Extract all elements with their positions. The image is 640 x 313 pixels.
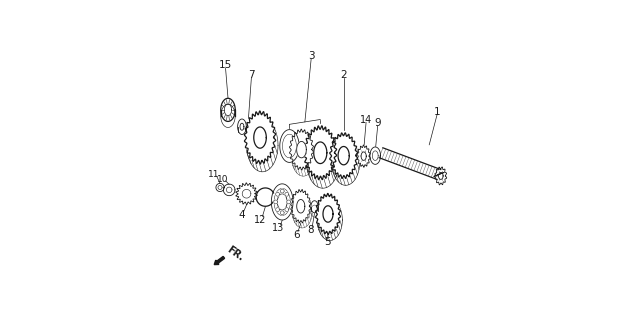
Polygon shape xyxy=(357,145,371,167)
Polygon shape xyxy=(438,172,443,179)
Text: 11: 11 xyxy=(208,170,220,179)
Circle shape xyxy=(276,208,280,212)
Text: 3: 3 xyxy=(308,51,314,61)
Polygon shape xyxy=(271,184,293,220)
Polygon shape xyxy=(216,183,224,192)
Polygon shape xyxy=(297,141,307,158)
Polygon shape xyxy=(244,111,276,164)
Polygon shape xyxy=(330,133,358,178)
Polygon shape xyxy=(236,183,257,205)
Polygon shape xyxy=(289,129,314,170)
Text: 13: 13 xyxy=(272,223,284,233)
Circle shape xyxy=(276,192,280,196)
Polygon shape xyxy=(435,167,447,185)
Polygon shape xyxy=(316,193,340,234)
Polygon shape xyxy=(237,119,246,135)
Text: 8: 8 xyxy=(307,225,314,235)
Polygon shape xyxy=(304,126,337,180)
Polygon shape xyxy=(297,199,305,213)
Text: 4: 4 xyxy=(239,210,245,220)
Text: 9: 9 xyxy=(374,118,381,128)
Polygon shape xyxy=(254,127,266,148)
Text: 14: 14 xyxy=(360,115,372,125)
Polygon shape xyxy=(223,184,235,196)
Circle shape xyxy=(285,192,289,196)
Circle shape xyxy=(285,208,289,212)
Text: 10: 10 xyxy=(217,175,228,184)
Polygon shape xyxy=(323,206,333,222)
Polygon shape xyxy=(379,148,441,179)
Text: 6: 6 xyxy=(293,230,300,240)
Circle shape xyxy=(274,200,278,204)
Text: 5: 5 xyxy=(324,237,331,247)
Circle shape xyxy=(287,200,291,204)
Polygon shape xyxy=(280,130,299,162)
Polygon shape xyxy=(338,146,349,165)
Text: 7: 7 xyxy=(248,70,255,80)
Polygon shape xyxy=(242,189,251,198)
Circle shape xyxy=(280,189,284,193)
Polygon shape xyxy=(361,152,366,160)
FancyArrow shape xyxy=(214,256,225,264)
Polygon shape xyxy=(314,142,327,164)
Text: 2: 2 xyxy=(340,70,347,80)
Polygon shape xyxy=(221,98,236,121)
Text: 1: 1 xyxy=(434,107,440,117)
Polygon shape xyxy=(291,189,311,223)
Polygon shape xyxy=(311,201,318,213)
Circle shape xyxy=(280,211,284,215)
Polygon shape xyxy=(370,147,381,164)
Text: FR.: FR. xyxy=(225,244,245,263)
Text: 15: 15 xyxy=(219,60,232,70)
Text: 12: 12 xyxy=(254,214,266,224)
